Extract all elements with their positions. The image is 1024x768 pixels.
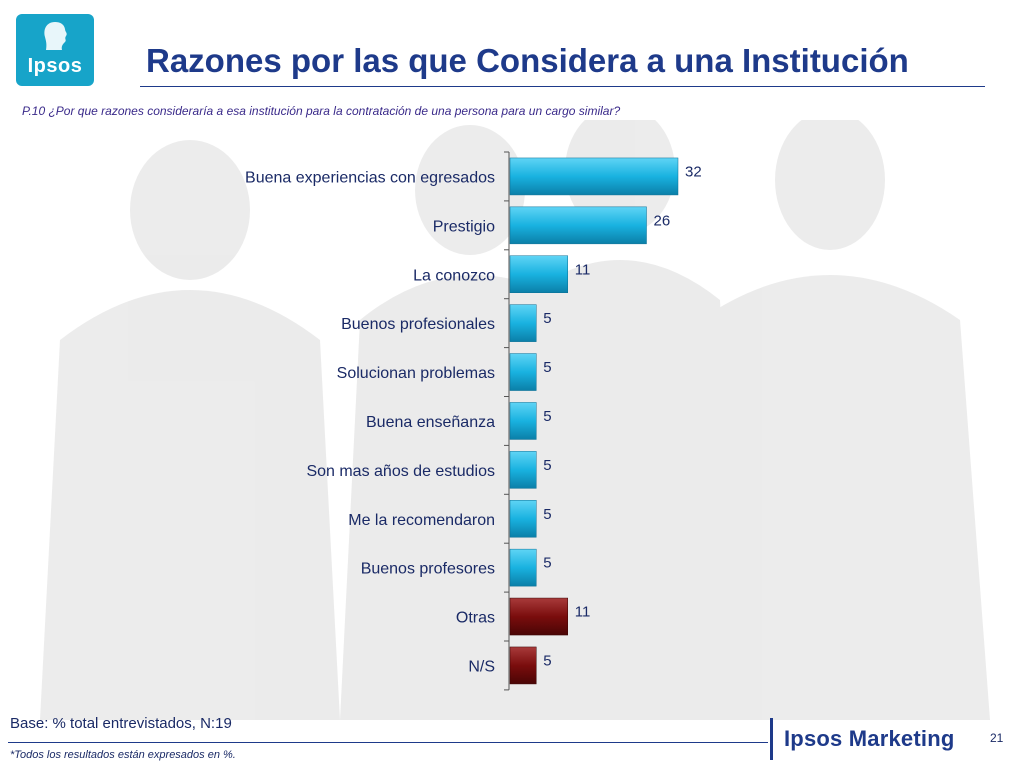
- category-label: Buenos profesionales: [341, 316, 495, 333]
- footer-divider: [8, 742, 768, 743]
- page-number: 21: [990, 731, 1004, 745]
- question-text: P.10 ¿Por que razones consideraría a esa…: [22, 104, 621, 118]
- data-label: 11: [575, 261, 591, 278]
- bar: [509, 597, 568, 636]
- data-label: 5: [543, 555, 551, 572]
- data-label: 32: [685, 163, 702, 180]
- bar: [509, 548, 537, 587]
- category-label: Buena enseñanza: [366, 414, 495, 431]
- data-label: 5: [543, 652, 551, 669]
- bar: [509, 353, 537, 391]
- footnote: *Todos los resultados están expresados e…: [10, 749, 236, 761]
- data-label: 5: [543, 506, 551, 523]
- category-label: Otras: [456, 610, 495, 627]
- data-label: 26: [654, 212, 671, 229]
- data-label: 5: [543, 359, 551, 376]
- base-text: Base: % total entrevistados, N:19: [10, 715, 232, 732]
- category-label: Buena experiencias con egresados: [245, 169, 495, 186]
- background-photo: [40, 120, 990, 720]
- brand-divider: [770, 718, 773, 760]
- category-label: N/S: [468, 658, 495, 675]
- bar: [509, 646, 537, 685]
- category-label: Me la recomendaron: [348, 512, 495, 529]
- bar: [509, 255, 568, 293]
- title-divider: [140, 86, 985, 87]
- logo-text: Ipsos: [27, 55, 83, 77]
- bar: [509, 206, 647, 245]
- bar: [509, 451, 537, 489]
- data-label: 5: [543, 408, 551, 425]
- data-label: 11: [575, 604, 591, 621]
- bar: [509, 500, 537, 538]
- category-label: Buenos profesores: [361, 561, 495, 578]
- bar: [509, 304, 537, 342]
- bar: [509, 402, 537, 440]
- page-title: Razones por las que Considera a una Inst…: [146, 42, 909, 79]
- bar: [509, 157, 679, 196]
- profile-head-icon: [44, 22, 67, 50]
- category-label: Solucionan problemas: [337, 365, 495, 382]
- ipsos-logo: Ipsos: [16, 14, 94, 86]
- category-label: Son mas años de estudios: [306, 463, 495, 480]
- category-label: Prestigio: [433, 218, 495, 235]
- brand-name: Ipsos Marketing: [784, 726, 955, 751]
- data-label: 5: [543, 310, 551, 327]
- category-label: La conozco: [413, 267, 495, 284]
- data-label: 5: [543, 457, 551, 474]
